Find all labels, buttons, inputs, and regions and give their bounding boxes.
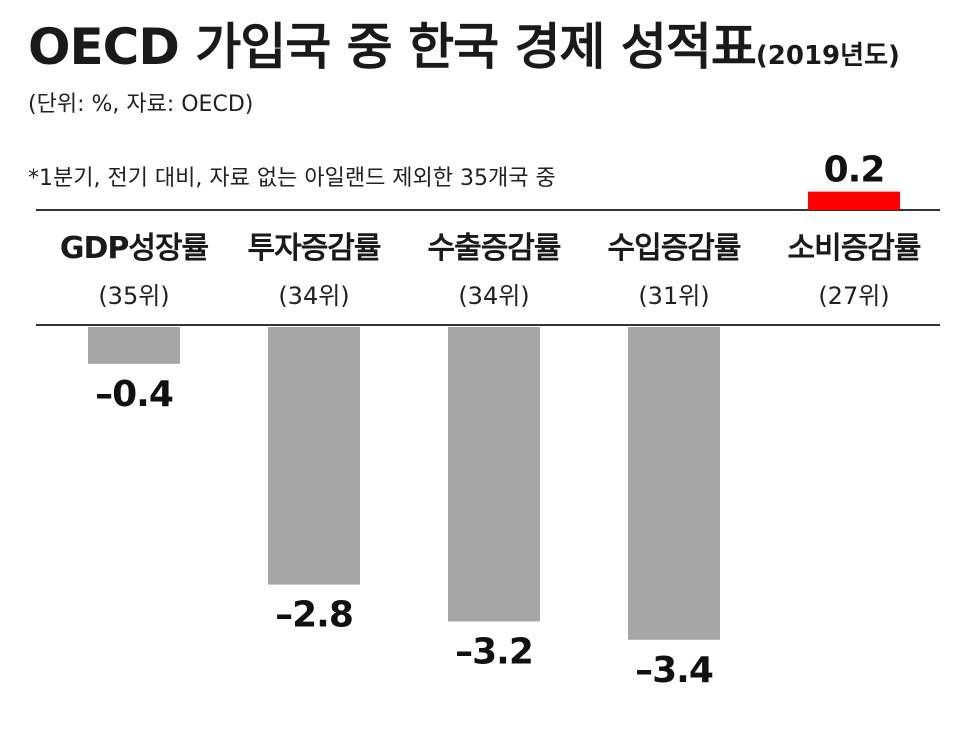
chart-title-main: OECD 가입국 중 한국 경제 성적표 xyxy=(28,18,757,76)
rank-label: (34위) xyxy=(278,282,349,310)
rank-label: (27위) xyxy=(818,282,889,310)
rank-label: (34위) xyxy=(458,282,529,310)
bar-negative xyxy=(448,327,540,622)
category-label: 투자증감률 xyxy=(248,231,381,266)
category-label: GDP성장률 xyxy=(60,231,209,266)
rank-label: (31위) xyxy=(638,282,709,310)
unit-note: (단위: %, 자료: OECD) xyxy=(28,92,254,117)
bar-positive xyxy=(808,191,900,210)
value-label: –3.2 xyxy=(455,631,533,672)
category-label: 수출증감률 xyxy=(428,231,561,266)
value-label: –0.4 xyxy=(95,374,173,415)
chart-title-year: (2019년도) xyxy=(755,41,900,71)
value-labels: –0.4 –2.8 –3.2 –3.4 0.2 xyxy=(95,150,885,691)
category-label: 소비증감률 xyxy=(788,231,921,266)
value-label: 0.2 xyxy=(824,150,885,191)
bars xyxy=(88,191,900,640)
rank-label: (35위) xyxy=(98,282,169,310)
bar-negative xyxy=(88,327,180,364)
chart-title: OECD 가입국 중 한국 경제 성적표(2019년도) xyxy=(28,14,900,89)
footnote: *1분기, 전기 대비, 자료 없는 아일랜드 제외한 35개국 중 xyxy=(28,166,556,191)
value-label: –2.8 xyxy=(275,595,353,636)
bar-negative xyxy=(268,327,360,585)
category-label: 수입증감률 xyxy=(608,231,741,266)
bar-negative xyxy=(628,327,720,640)
value-label: –3.4 xyxy=(635,650,713,691)
rule-lines xyxy=(36,209,940,326)
category-labels: GDP성장률 (35위) 투자증감률 (34위) 수출증감률 (34위) 수입증감률 (31위… xyxy=(60,231,922,310)
